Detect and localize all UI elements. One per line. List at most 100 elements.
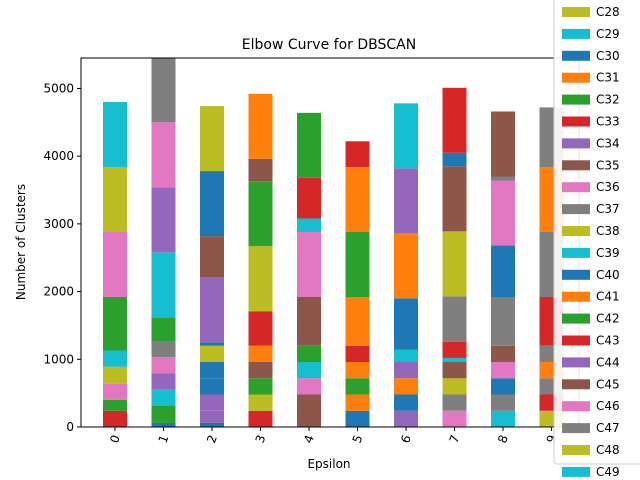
bar-segment [151,187,176,253]
legend-swatch [562,466,590,477]
bar-segment [103,410,127,427]
x-tick-label: 8 [495,433,511,445]
legend-label: C37 [596,202,620,216]
legend-label: C29 [596,27,620,41]
bar-segment [103,167,127,233]
bar-segment [200,171,224,237]
y-tick-label: 2000 [43,285,74,299]
bar-segment [394,233,418,299]
bar-segment [248,246,273,312]
legend-label: C46 [596,399,620,413]
bar-segment [151,317,176,342]
bar-segment [297,345,321,363]
legend-label: C49 [596,465,620,479]
bar-segment [491,410,515,427]
x-tick-label: 0 [107,433,123,445]
bar-segment [394,362,418,379]
bar-segment [442,341,467,358]
y-axis-label: Number of Clusters [14,184,28,300]
bar-segment [345,410,370,427]
y-tick-label: 5000 [43,81,74,95]
bar-segment [248,345,273,363]
bar-segment [442,357,467,363]
bar-segment [442,166,467,232]
legend-label: C41 [596,290,620,304]
bar-segment [442,231,467,297]
bar-segment [151,422,176,427]
legend-label: C48 [596,443,620,457]
legend-swatch [562,204,590,215]
bar-segment [200,362,224,379]
legend-swatch [562,160,590,171]
bar-segment [491,180,515,246]
bar-segment [103,350,127,367]
bar-segment [151,389,176,407]
bar-segment [200,394,224,411]
bar-segment [297,177,321,219]
legend-swatch [562,182,590,193]
bar-segment [151,357,176,374]
legend-swatch [562,94,590,105]
bar-segment [103,232,127,298]
bar-segment [491,394,515,411]
bar-segment [248,394,273,411]
bar-segment [103,366,127,384]
bar-segment [345,394,370,411]
bar-segment [248,410,273,427]
chart-title: Elbow Curve for DBSCAN [242,37,416,53]
x-axis-label: Epsilon [307,457,350,471]
bar-segment [200,378,224,395]
bar-segment [442,152,467,167]
bar-segment [248,181,273,247]
bar-segment [491,111,515,177]
legend-swatch [562,247,590,258]
bar-segment [491,245,515,298]
legend-swatch [562,269,590,280]
bar-segment [345,362,370,379]
bar-segment [103,297,127,351]
legend-swatch [562,72,590,83]
legend: C28 C29 C30 C31 C32 C33 C34 C35 C36 C37 C38 C39 C40 C… [553,0,640,479]
legend-swatch [562,313,590,324]
bar-segment [297,378,321,395]
bar-segment [151,252,176,318]
legend-label: C36 [596,180,620,194]
bar-segment [151,406,176,423]
bar-segment [151,122,176,188]
legend-label: C28 [596,5,620,19]
bar-segment [297,232,321,298]
bar-segment [200,236,224,278]
legend-label: C43 [596,334,620,348]
legend-swatch [562,291,590,302]
legend-label: C34 [596,136,620,150]
bar-segment [248,311,273,346]
x-tick-label: 9 [544,433,560,445]
x-tick-label: 2 [204,433,220,445]
bar-segment [394,168,418,234]
bar-segment [394,394,418,411]
bar-segment [151,373,176,390]
bar-segment [394,298,418,350]
legend-frame [553,0,640,465]
y-tick-label: 4000 [43,149,74,163]
legend-label: C32 [596,93,620,107]
y-tick-label: 3000 [43,217,74,231]
legend-swatch [562,138,590,149]
x-axis: 0 1 2 3 4 5 6 7 8 9 [107,427,559,445]
legend-swatch [562,28,590,39]
x-tick-label: 1 [156,433,172,445]
bar-segment [345,297,370,346]
bar-segment [394,410,418,427]
bar-segment [491,297,515,346]
bar-segment [297,362,321,379]
bar-segment [491,378,515,395]
legend-label: C31 [596,71,620,85]
bar-segment [297,297,321,346]
legend-swatch [562,50,590,61]
legend-label: C30 [596,49,620,63]
bar-segment [248,158,273,182]
bar-segment [103,399,127,411]
bar-segment [200,277,224,343]
legend-label: C38 [596,224,620,238]
x-tick-label: 6 [398,433,414,445]
